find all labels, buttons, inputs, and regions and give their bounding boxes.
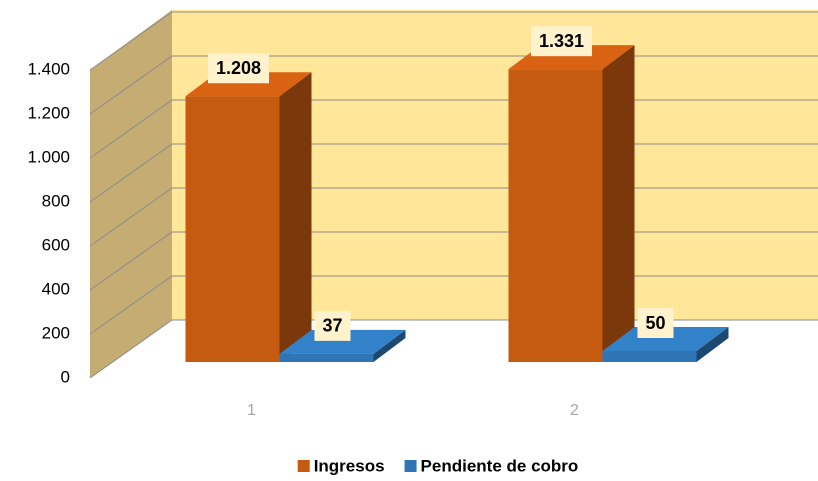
bar [279, 353, 374, 362]
bar [185, 96, 280, 363]
bar-side [373, 329, 406, 362]
value-label-text: 37 [322, 316, 342, 336]
side-wall [90, 10, 172, 378]
bar-side [696, 327, 729, 362]
bar-top [602, 327, 729, 351]
bar [508, 69, 603, 363]
legend-swatch [297, 460, 310, 472]
y-tick-label: 1.200 [27, 103, 70, 122]
y-tick-label: 1.400 [27, 59, 70, 78]
bar [602, 351, 697, 362]
legend: Ingresos Pendiente de cobro [297, 456, 579, 475]
value-label: 1.331 [530, 26, 593, 57]
y-tick-label: 600 [42, 235, 70, 254]
value-label-text: 1.208 [216, 58, 261, 78]
value-label: 37 [314, 310, 351, 341]
value-label-text: 1.331 [539, 31, 584, 51]
value-label-text: 50 [645, 313, 665, 333]
y-tick-label: 200 [42, 323, 70, 342]
bar-side [279, 72, 312, 363]
grid: 0 200 400 600 800 1.000 1.200 1.400 [27, 11, 818, 386]
y-tick-label: 400 [42, 279, 70, 298]
value-label: 1.208 [207, 53, 270, 84]
bar-top [279, 329, 406, 354]
value-label: 50 [637, 308, 674, 338]
y-tick-label: 1.000 [27, 147, 70, 166]
y-tick-label: 800 [42, 191, 70, 210]
bar-side [602, 45, 635, 363]
bars: 1 1.208 37 2 1.331 50 [185, 26, 729, 419]
value-label-box [207, 53, 270, 84]
legend-label: Pendiente de cobro [421, 456, 579, 475]
x-tick-label: 1 [247, 402, 256, 419]
legend-swatch [404, 460, 417, 472]
value-label-box [637, 308, 674, 338]
y-tick-label: 0 [61, 367, 70, 386]
x-tick-label: 2 [570, 402, 579, 419]
back-wall [172, 10, 818, 320]
value-label-box [530, 26, 593, 57]
grid-line [89, 11, 818, 71]
value-label-box [314, 310, 351, 341]
legend-label: Ingresos [314, 456, 385, 475]
